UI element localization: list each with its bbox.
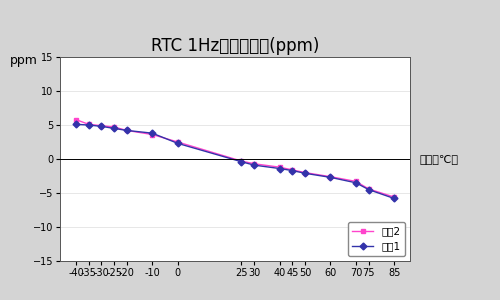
电袆1: [150, 131, 156, 135]
电袆2: [238, 159, 244, 163]
电袆1: [276, 167, 282, 170]
电袆1: [328, 176, 334, 179]
电袆1: [251, 163, 257, 167]
电袆1: [302, 172, 308, 175]
电袆2: [366, 187, 372, 191]
电袆2: [353, 180, 359, 183]
电袆2: [276, 165, 282, 169]
电袆1: [73, 122, 79, 126]
电袆1: [290, 169, 296, 172]
电袆1: [98, 124, 104, 128]
Text: 温度（℃）: 温度（℃）: [420, 154, 459, 164]
Line: 电袆2: 电袆2: [74, 117, 396, 200]
电袆1: [86, 123, 91, 127]
电袆2: [174, 140, 180, 144]
电袆1: [391, 196, 397, 200]
Text: ppm: ppm: [10, 54, 38, 67]
电袆2: [150, 133, 156, 136]
Legend: 电袆2, 电袆1: 电袆2, 电袆1: [348, 222, 405, 256]
电袆1: [366, 188, 372, 191]
电袆2: [302, 171, 308, 174]
电袆2: [290, 168, 296, 172]
电袆1: [111, 127, 117, 130]
电袆2: [391, 195, 397, 199]
电袆2: [124, 129, 130, 132]
Title: RTC 1Hz输出准确度(ppm): RTC 1Hz输出准确度(ppm): [151, 38, 319, 56]
电袆1: [238, 160, 244, 164]
Line: 电袆1: 电袆1: [74, 122, 396, 201]
电袆2: [328, 175, 334, 178]
电袆2: [98, 124, 104, 128]
电袆1: [174, 142, 180, 145]
电袆1: [353, 181, 359, 184]
电袆2: [86, 122, 91, 126]
电袆2: [73, 118, 79, 122]
电袆1: [124, 129, 130, 132]
电袆2: [111, 125, 117, 129]
电袆2: [251, 162, 257, 166]
